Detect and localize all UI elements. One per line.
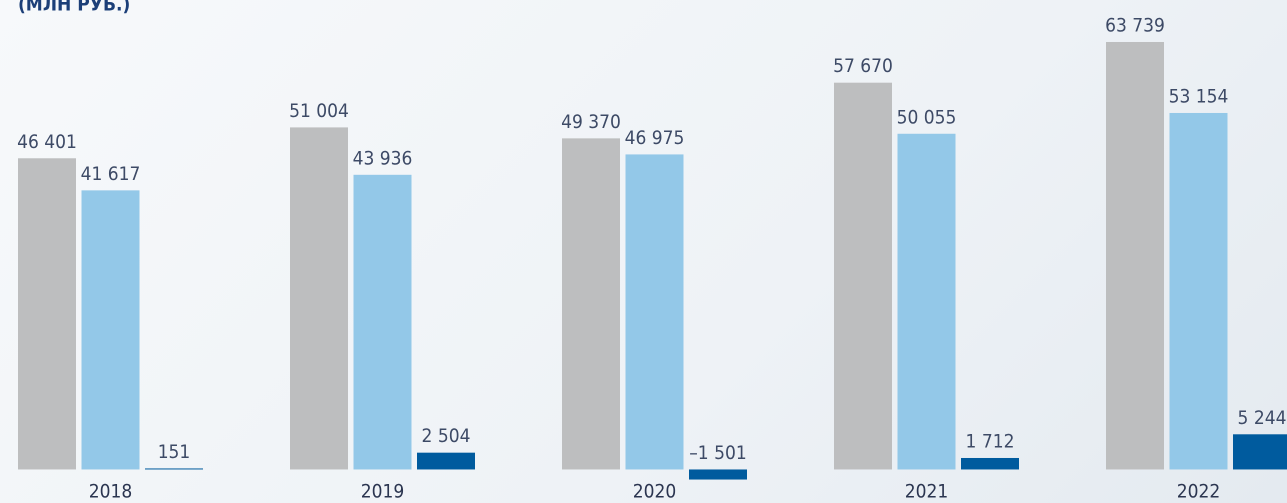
bar <box>626 154 684 469</box>
bar <box>417 453 475 470</box>
chart: (МЛН РУБ.) 2018 46 40141 617 151 2019 51 004… <box>0 0 1287 503</box>
bar <box>562 138 620 469</box>
bar <box>290 127 348 469</box>
value-label: –1 501 <box>689 442 746 464</box>
value-label: 63 739 <box>1105 14 1165 36</box>
x-tick-label: 2020 <box>633 481 677 503</box>
bar <box>82 190 140 469</box>
value-label: 46 401 <box>17 131 77 153</box>
bar <box>354 175 412 470</box>
value-label: 1 712 <box>966 430 1015 452</box>
value-label: 2 504 <box>422 425 471 447</box>
bar <box>145 468 203 469</box>
bar <box>18 158 76 469</box>
x-tick-label: 2021 <box>905 481 949 503</box>
value-label: 151 <box>158 441 191 463</box>
page: (МЛН РУБ.) 2018 46 40141 617 151 2019 51 004… <box>0 0 1287 503</box>
bar <box>1170 113 1228 469</box>
chart-title: (МЛН РУБ.) <box>18 0 130 16</box>
value-label: 46 975 <box>625 127 685 149</box>
value-label: 51 004 <box>289 100 349 122</box>
value-label: 41 617 <box>81 163 141 185</box>
value-label: 49 370 <box>561 111 621 133</box>
bar <box>689 469 747 479</box>
x-tick-label: 2018 <box>89 481 133 503</box>
bar <box>1106 42 1164 469</box>
value-label: 50 055 <box>897 106 957 128</box>
value-label: 57 670 <box>833 55 893 77</box>
value-label: 43 936 <box>353 147 413 169</box>
bar <box>898 134 956 470</box>
value-label: 53 154 <box>1169 85 1229 107</box>
bar <box>961 458 1019 469</box>
bar <box>834 83 892 470</box>
value-label: 5 244 <box>1238 407 1287 429</box>
bar <box>1233 434 1287 469</box>
x-tick-label: 2022 <box>1177 481 1221 503</box>
x-tick-label: 2019 <box>361 481 405 503</box>
